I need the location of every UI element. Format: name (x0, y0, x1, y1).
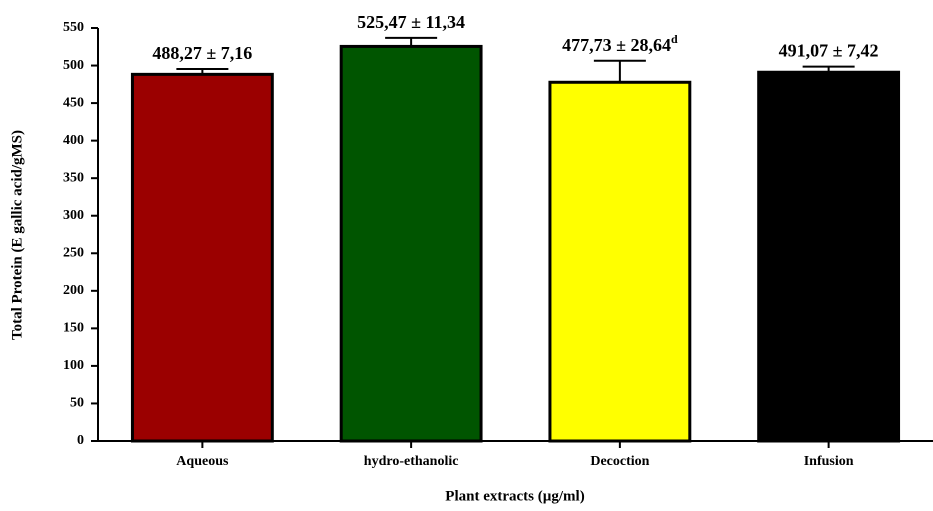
value-label: 525,47 ± 11,34 (357, 12, 465, 32)
bar (339, 44, 483, 443)
x-axis-title: Plant extracts (µg/ml) (445, 488, 584, 504)
value-label-note: d (671, 32, 678, 46)
y-tick-label: 250 (63, 245, 84, 260)
y-tick-label: 200 (63, 283, 84, 298)
value-label-text: 477,73 ± 28,64 (562, 35, 671, 55)
value-label-text: 488,27 ± 7,16 (152, 43, 252, 63)
value-label-text: 491,07 ± 7,42 (779, 41, 879, 61)
y-tick-label: 0 (77, 433, 84, 448)
y-tick-label: 450 (63, 95, 84, 110)
y-tick-label: 100 (63, 358, 84, 373)
x-tick-label: hydro-ethanolic (364, 454, 459, 469)
x-tick-label: Aqueous (176, 454, 229, 469)
y-tick-label: 550 (63, 20, 84, 35)
y-tick-label: 300 (63, 208, 84, 223)
y-tick-label: 350 (63, 170, 84, 185)
y-tick-label: 50 (70, 396, 84, 411)
value-label-text: 525,47 ± 11,34 (357, 12, 465, 32)
y-tick-label: 500 (63, 58, 84, 73)
x-tick-label: Decoction (590, 454, 649, 469)
value-label: 491,07 ± 7,42 (779, 41, 879, 61)
bar (130, 72, 274, 443)
bar (757, 70, 901, 443)
x-tick-label: Infusion (804, 454, 854, 469)
bar (548, 80, 692, 443)
y-axis-title: Total Protein (E gallic acid/gMS) (9, 130, 25, 340)
value-label: 477,73 ± 28,64d (562, 32, 678, 55)
y-tick-label: 400 (63, 133, 84, 148)
y-tick-label: 150 (63, 321, 84, 336)
value-label: 488,27 ± 7,16 (152, 43, 252, 63)
